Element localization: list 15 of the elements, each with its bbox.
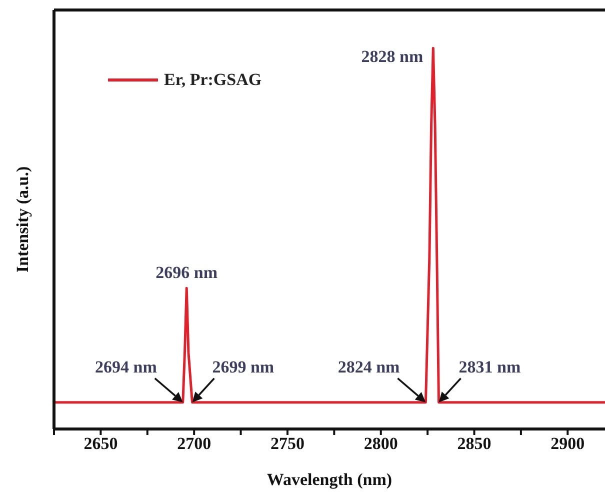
x-tick-label: 2750 (270, 434, 304, 454)
annotation: 2696 nm (156, 263, 218, 282)
x-axis-title: Wavelength (nm) (266, 470, 392, 489)
y-axis-title: Intensity (a.u.) (13, 166, 32, 273)
annotation: 2699 nm (212, 357, 274, 376)
annotation: 2694 nm (95, 357, 157, 376)
annotation: 2828 nm (361, 47, 424, 66)
x-tick-label: 2850 (457, 434, 492, 454)
annotation: 2831 nm (458, 357, 521, 376)
annotation: 2824 nm (338, 357, 400, 376)
x-tick-label: 2800 (364, 434, 398, 454)
x-tick-label: 2700 (177, 434, 212, 454)
x-tick-label: 2900 (550, 434, 585, 454)
x-tick-label: 2650 (84, 434, 118, 454)
legend-label: Er, Pr:GSAG (164, 70, 262, 90)
